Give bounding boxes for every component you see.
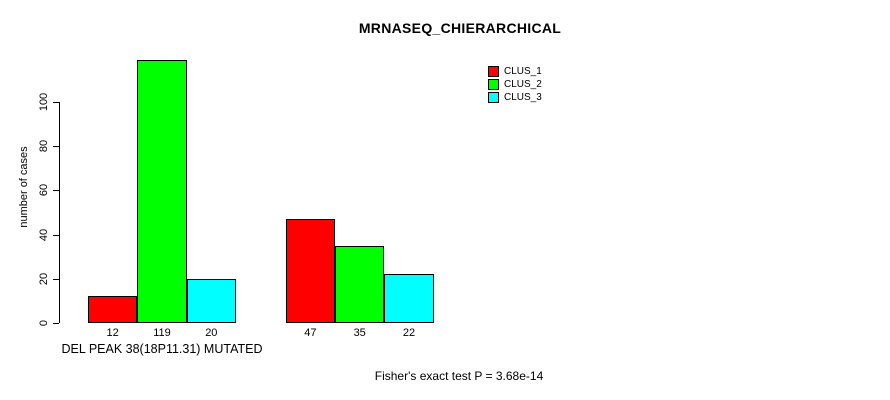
y-axis-tick-label: 40 <box>38 228 50 241</box>
bar-value-label: 47 <box>304 327 317 339</box>
y-axis-tick <box>53 190 59 192</box>
legend-item: CLUS_1 <box>488 65 542 78</box>
legend-swatch <box>488 92 499 103</box>
bar-clus_2-group2 <box>335 245 385 323</box>
legend-label: CLUS_2 <box>504 79 542 90</box>
y-axis-tick <box>53 102 59 103</box>
legend-swatch <box>488 79 499 90</box>
y-axis-tick-label: 20 <box>38 272 50 285</box>
bar-value-label: 20 <box>205 327 218 339</box>
bar-clus_1-group2 <box>285 219 336 323</box>
legend-item: CLUS_3 <box>488 91 542 104</box>
bar-value-label: 35 <box>353 327 366 339</box>
y-axis-tick <box>53 278 59 280</box>
y-axis-label: number of cases <box>18 146 30 228</box>
y-axis-tick-label: 100 <box>38 92 50 112</box>
y-axis-tick <box>53 146 59 148</box>
y-axis-line <box>59 102 60 323</box>
y-axis-tick <box>53 323 59 324</box>
bar-value-label: 119 <box>153 327 171 339</box>
bar-clus_3-group1 <box>186 278 236 323</box>
bar-value-label: 12 <box>106 327 119 339</box>
plot-title: MRNASEQ_CHIERARCHICAL <box>358 20 562 36</box>
y-axis-tick <box>53 234 59 236</box>
bar-clus_3-group2 <box>384 274 434 323</box>
y-axis-tick-label: 60 <box>38 184 50 197</box>
x-group-label: DEL PEAK 38(18P11.31) MUTATED <box>61 342 263 356</box>
bar-value-label: 22 <box>402 327 416 339</box>
legend: CLUS_1 CLUS_2 CLUS_3 <box>488 65 542 104</box>
bar-clus_1-group1 <box>88 296 138 323</box>
legend-item: CLUS_2 <box>488 78 542 91</box>
y-axis-tick-label: 0 <box>38 319 50 327</box>
y-axis-tick-label: 80 <box>38 140 50 153</box>
legend-label: CLUS_1 <box>504 66 542 77</box>
legend-label: CLUS_3 <box>504 92 542 103</box>
bar-clus_2-group1 <box>137 60 187 323</box>
legend-swatch <box>488 66 499 77</box>
statistic-annotation: Fisher's exact test P = 3.68e-14 <box>374 369 544 383</box>
